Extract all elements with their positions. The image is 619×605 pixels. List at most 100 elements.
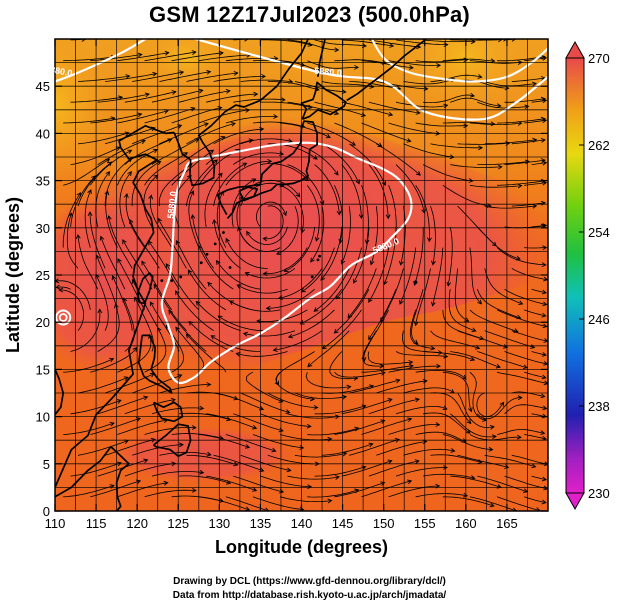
streamline-arrow-191 bbox=[516, 314, 522, 320]
streamline-arrow-361 bbox=[341, 89, 347, 95]
streamline-arrow-172 bbox=[479, 335, 485, 341]
streamline-arrow-39 bbox=[206, 451, 212, 457]
streamline-263 bbox=[511, 202, 546, 207]
streamline-352 bbox=[531, 99, 547, 103]
streamline-169 bbox=[322, 309, 362, 350]
streamline-arrow-389 bbox=[244, 39, 249, 42]
streamline-arrow-382 bbox=[436, 63, 442, 68]
streamline-54 bbox=[90, 418, 141, 435]
streamline-380 bbox=[334, 59, 386, 64]
streamline-72 bbox=[97, 396, 148, 415]
streamline-339 bbox=[179, 90, 230, 103]
streamline-5 bbox=[198, 496, 250, 511]
streamline-65 bbox=[388, 424, 440, 435]
streamline-arrow-367 bbox=[504, 85, 510, 91]
streamline-232 bbox=[143, 174, 158, 228]
colorbar-label-262: 262 bbox=[588, 138, 610, 153]
contour-low-ring-outer bbox=[55, 309, 72, 326]
streamline-199 bbox=[192, 214, 214, 269]
streamline-174 bbox=[496, 309, 547, 327]
streamline-arrow-287 bbox=[248, 138, 254, 144]
streamline-arrow-398 bbox=[503, 39, 508, 42]
streamline-arrow-81 bbox=[387, 398, 393, 403]
streamline-246 bbox=[531, 224, 547, 228]
streamlines bbox=[55, 39, 548, 511]
streamline-357 bbox=[186, 72, 238, 82]
streamline-arrow-362 bbox=[369, 84, 375, 89]
streamline-arrow-154 bbox=[437, 350, 443, 355]
streamline-225 bbox=[432, 247, 444, 306]
streamline-arrow-334 bbox=[542, 118, 548, 124]
streamline-arrow-194 bbox=[68, 212, 73, 218]
streamline-320 bbox=[144, 107, 195, 124]
coast-island-2 bbox=[213, 242, 217, 246]
streamline-arrow-29 bbox=[414, 459, 420, 464]
streamline-231 bbox=[119, 171, 132, 228]
streamline-16 bbox=[496, 496, 540, 511]
streamline-134 bbox=[329, 351, 358, 380]
contour-label-3: 5880.0 bbox=[44, 64, 73, 79]
streamline-arrow-240 bbox=[352, 278, 358, 284]
streamline-349 bbox=[450, 97, 501, 107]
streamline-arrow-86 bbox=[517, 395, 523, 401]
coast-china bbox=[55, 124, 175, 488]
contour-label-1: 5880.0 bbox=[166, 191, 179, 219]
streamline-109 bbox=[144, 327, 167, 373]
streamline-arrow-187 bbox=[333, 328, 339, 334]
streamline-133 bbox=[276, 351, 315, 386]
streamline-29 bbox=[368, 460, 419, 477]
streamline-arrow-65 bbox=[435, 422, 441, 427]
streamline-323 bbox=[225, 116, 278, 124]
streamline-206 bbox=[380, 268, 404, 322]
streamline-arrow-244 bbox=[515, 255, 521, 261]
streamline-47 bbox=[376, 441, 427, 456]
x-tick-label-140: 140 bbox=[291, 516, 313, 531]
streamline-arrow-25 bbox=[307, 484, 313, 490]
streamline-248 bbox=[104, 157, 132, 207]
streamline-arrow-23 bbox=[252, 487, 258, 492]
streamline-106 bbox=[63, 358, 114, 373]
streamline-354 bbox=[105, 73, 157, 82]
streamline-122 bbox=[497, 371, 548, 384]
streamline-arrow-190 bbox=[471, 327, 477, 333]
streamline-arrow-335 bbox=[118, 95, 124, 101]
coast-borneo bbox=[55, 445, 130, 511]
streamline-46 bbox=[349, 439, 400, 456]
streamline-arrow-58 bbox=[244, 444, 251, 449]
streamline-247 bbox=[77, 161, 112, 207]
streamline-159 bbox=[55, 280, 91, 310]
streamline-arrow-371 bbox=[137, 52, 143, 58]
streamline-arrow-35 bbox=[541, 476, 547, 482]
colorbar-label-270: 270 bbox=[588, 51, 610, 66]
streamline-arrow-19 bbox=[143, 458, 149, 464]
streamline-arrow-207 bbox=[413, 321, 419, 327]
streamline-arrow-303 bbox=[203, 122, 209, 127]
y-axis-label: Latitude (degrees) bbox=[3, 197, 23, 353]
streamline-236 bbox=[255, 201, 287, 228]
streamline-313 bbox=[430, 143, 483, 149]
streamline-351 bbox=[504, 98, 546, 103]
streamline-arrow-72 bbox=[143, 395, 149, 401]
streamline-215 bbox=[149, 195, 173, 248]
streamline-arrow-176 bbox=[55, 284, 61, 290]
y-tick-label-0: 0 bbox=[43, 504, 50, 519]
streamline-arrow-51 bbox=[531, 463, 537, 469]
contour-5880 bbox=[55, 39, 548, 385]
x-axis-label: Longitude (degrees) bbox=[215, 537, 388, 557]
streamline-arrow-87 bbox=[542, 405, 548, 411]
streamline-24 bbox=[233, 475, 284, 493]
streamline-arrow-355 bbox=[179, 70, 185, 76]
streamline-173 bbox=[469, 309, 518, 333]
streamline-150 bbox=[243, 330, 296, 337]
streamline-arrow-259 bbox=[398, 260, 404, 266]
streamline-arrow-310 bbox=[381, 180, 387, 186]
streamline-arrow-383 bbox=[463, 57, 469, 63]
streamline-318 bbox=[90, 113, 142, 124]
streamline-arrow-57 bbox=[218, 435, 224, 441]
streamline-336 bbox=[97, 93, 150, 103]
streamline-14 bbox=[442, 496, 494, 507]
streamline-226 bbox=[469, 247, 482, 305]
streamline-arrow-179 bbox=[122, 239, 127, 245]
streamline-293 bbox=[368, 164, 389, 219]
streamline-arrow-26 bbox=[334, 475, 340, 480]
